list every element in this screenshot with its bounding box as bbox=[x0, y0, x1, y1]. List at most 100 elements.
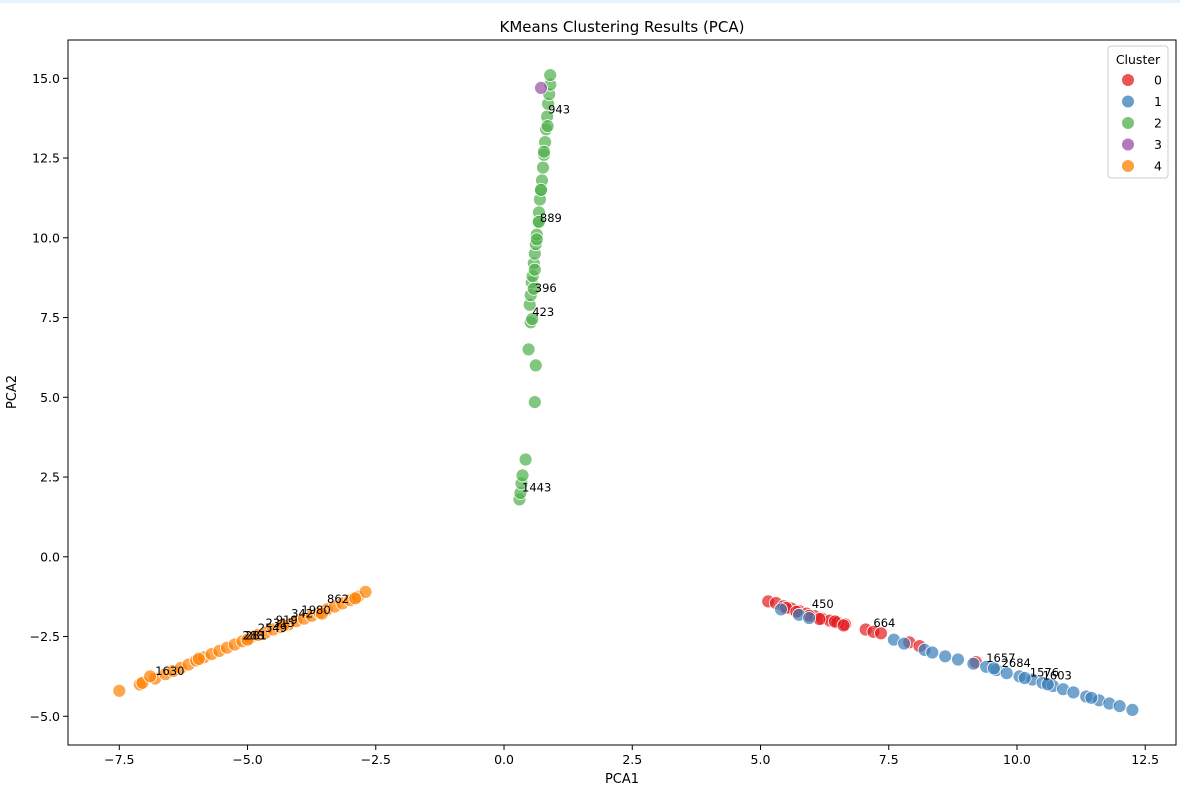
point-annotation: 1443 bbox=[522, 480, 551, 494]
legend-label: 1 bbox=[1154, 94, 1162, 109]
chart-title: KMeans Clustering Results (PCA) bbox=[500, 18, 745, 36]
point-annotation: 919 bbox=[276, 613, 298, 627]
x-tick-label: 7.5 bbox=[879, 752, 899, 767]
legend-marker bbox=[1122, 74, 1134, 86]
data-point bbox=[1084, 690, 1099, 705]
point-annotation: 943 bbox=[548, 102, 570, 116]
data-point bbox=[543, 68, 558, 82]
data-point bbox=[987, 661, 1001, 676]
x-axis-ticks: −7.5 −5.0 −2.5 0.0 2.5 5.0 7.5 10.0 12.5 bbox=[104, 745, 1159, 767]
legend: Cluster 0 1 2 3 4 bbox=[1107, 45, 1169, 179]
data-point bbox=[528, 358, 543, 373]
data-point bbox=[112, 683, 127, 698]
legend-entry-1: 1 bbox=[1122, 94, 1162, 109]
data-point bbox=[518, 452, 533, 467]
data-point bbox=[521, 342, 536, 357]
point-annotation: 664 bbox=[873, 616, 895, 630]
data-point bbox=[1112, 699, 1127, 713]
y-tick-label: 12.5 bbox=[32, 151, 60, 166]
y-axis-label: PCA2 bbox=[5, 375, 20, 409]
y-tick-label: 10.0 bbox=[32, 230, 60, 245]
data-point bbox=[1017, 671, 1032, 685]
point-annotation: 2684 bbox=[1002, 656, 1031, 670]
x-axis-label: PCA1 bbox=[605, 772, 639, 787]
x-tick-label: 2.5 bbox=[622, 752, 642, 767]
data-point bbox=[534, 182, 548, 197]
point-annotation: 342 bbox=[291, 606, 313, 620]
y-axis-ticks: −5.0 −2.5 0.0 2.5 5.0 7.5 10.0 12.5 15.0 bbox=[30, 71, 68, 724]
legend-marker bbox=[1122, 95, 1134, 108]
data-point bbox=[240, 632, 255, 647]
legend-entry-4: 4 bbox=[1122, 159, 1162, 174]
data-point bbox=[774, 602, 788, 617]
x-tick-label: 0.0 bbox=[494, 752, 514, 767]
x-tick-label: −2.5 bbox=[361, 752, 391, 767]
legend-marker bbox=[1122, 117, 1134, 129]
data-point bbox=[515, 468, 530, 483]
x-tick-label: −7.5 bbox=[104, 752, 134, 767]
point-annotation: 288 bbox=[242, 629, 264, 643]
point-annotation: 1630 bbox=[155, 664, 184, 678]
data-point bbox=[525, 312, 540, 327]
data-point bbox=[536, 160, 550, 175]
data-point bbox=[314, 606, 329, 621]
data-point bbox=[999, 666, 1014, 681]
point-annotation: 450 bbox=[812, 597, 834, 611]
series-cluster-3 bbox=[534, 81, 548, 95]
x-tick-label: 5.0 bbox=[751, 752, 771, 767]
data-point bbox=[527, 262, 542, 277]
y-tick-label: 15.0 bbox=[32, 71, 60, 86]
legend-entries: 0 1 2 3 4 bbox=[1122, 73, 1162, 174]
data-point bbox=[191, 652, 206, 666]
point-annotation: 1980 bbox=[301, 603, 330, 617]
legend-entry-3: 3 bbox=[1122, 137, 1162, 152]
legend-label: 3 bbox=[1154, 137, 1162, 152]
point-annotation: 2315 bbox=[266, 616, 295, 630]
annotations-layer: 943 889 396 423 1443 862198034291923152549288… bbox=[155, 102, 1072, 682]
point-annotation: 423 bbox=[532, 305, 554, 319]
point-annotation: 2549 bbox=[258, 621, 287, 635]
point-annotation: 889 bbox=[540, 211, 562, 225]
data-point bbox=[874, 626, 888, 641]
x-tick-label: 12.5 bbox=[1131, 752, 1159, 767]
legend-title: Cluster bbox=[1116, 52, 1161, 67]
point-annotation: 281 bbox=[245, 629, 267, 643]
data-point bbox=[358, 585, 373, 599]
series-cluster-1 bbox=[774, 602, 1140, 717]
data-point bbox=[276, 618, 291, 633]
data-point bbox=[348, 591, 363, 606]
data-point bbox=[526, 281, 541, 296]
y-tick-label: −2.5 bbox=[30, 629, 60, 644]
x-tick-label: 10.0 bbox=[1003, 752, 1031, 767]
series-cluster-4 bbox=[112, 585, 373, 698]
point-annotation: 1576 bbox=[1030, 665, 1059, 679]
legend-marker bbox=[1122, 160, 1134, 172]
legend-label: 2 bbox=[1154, 116, 1162, 131]
data-point bbox=[537, 144, 551, 159]
x-tick-label: −5.0 bbox=[232, 752, 262, 767]
y-tick-label: −5.0 bbox=[30, 709, 60, 724]
legend-label: 0 bbox=[1154, 73, 1162, 88]
data-point bbox=[802, 611, 817, 625]
top-window-strip bbox=[0, 0, 1180, 3]
y-tick-label: 0.0 bbox=[40, 549, 60, 564]
data-point bbox=[938, 649, 953, 664]
data-point bbox=[1040, 677, 1055, 692]
point-annotation: 1657 bbox=[986, 651, 1015, 665]
data-point bbox=[966, 656, 981, 671]
y-tick-label: 2.5 bbox=[40, 470, 60, 485]
plot-area-frame bbox=[67, 39, 1177, 746]
y-tick-label: 7.5 bbox=[40, 310, 60, 325]
data-point bbox=[951, 652, 965, 667]
point-annotation: 862 bbox=[327, 592, 349, 606]
data-point bbox=[534, 81, 548, 95]
data-point bbox=[1125, 703, 1140, 717]
legend-marker bbox=[1122, 138, 1134, 151]
points-layer bbox=[112, 68, 1140, 717]
y-tick-label: 5.0 bbox=[40, 390, 60, 405]
data-point bbox=[532, 214, 546, 229]
data-point bbox=[527, 395, 542, 410]
data-point bbox=[540, 119, 555, 133]
data-point bbox=[1066, 685, 1081, 700]
